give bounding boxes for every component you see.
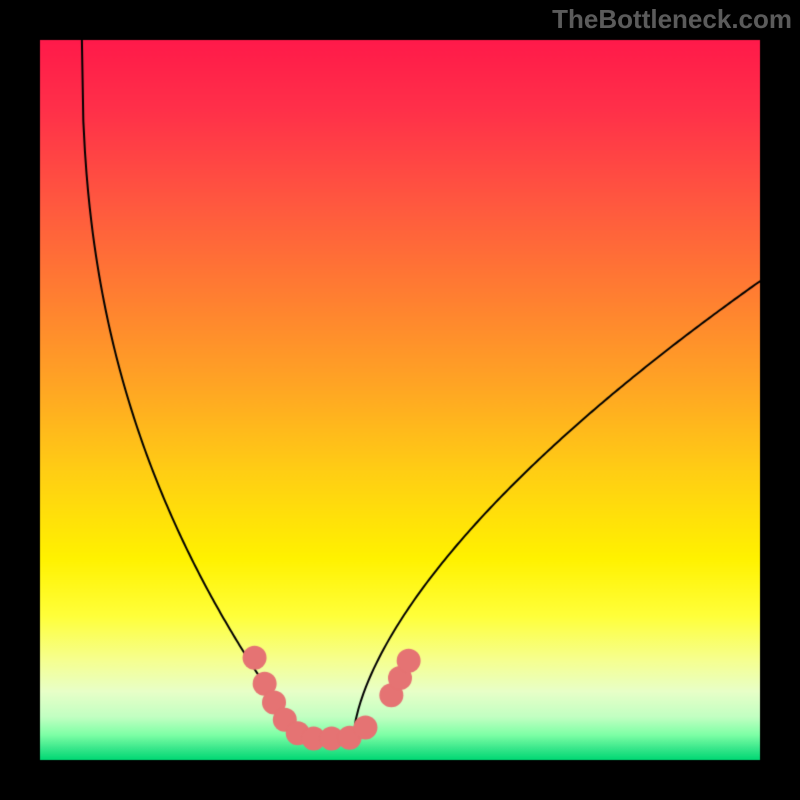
chart-root: TheBottleneck.com <box>0 0 800 800</box>
watermark-text: TheBottleneck.com <box>552 4 792 35</box>
bottleneck-chart-canvas <box>0 0 800 800</box>
